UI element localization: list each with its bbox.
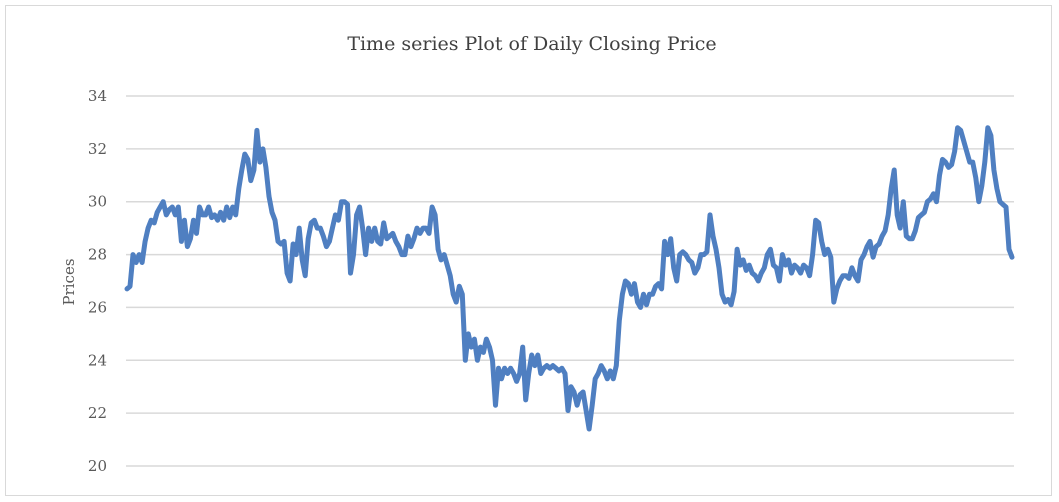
y-tick-label: 30	[88, 193, 107, 211]
y-axis-ticks: 20 22 24 26 28 30 32 34	[88, 87, 107, 475]
y-tick-label: 20	[88, 457, 107, 475]
y-axis-label: Prices	[60, 258, 78, 305]
y-tick-label: 28	[88, 246, 107, 264]
y-tick-label: 22	[88, 404, 107, 422]
series-layer	[124, 125, 1015, 432]
y-tick-label: 26	[88, 298, 107, 316]
y-tick-label: 32	[88, 140, 107, 158]
y-tick-label: 34	[88, 87, 107, 105]
chart-title: Time series Plot of Daily Closing Price	[347, 33, 716, 55]
series-line	[124, 125, 1015, 432]
y-tick-label: 24	[88, 351, 107, 369]
gridlines	[126, 95, 1014, 467]
